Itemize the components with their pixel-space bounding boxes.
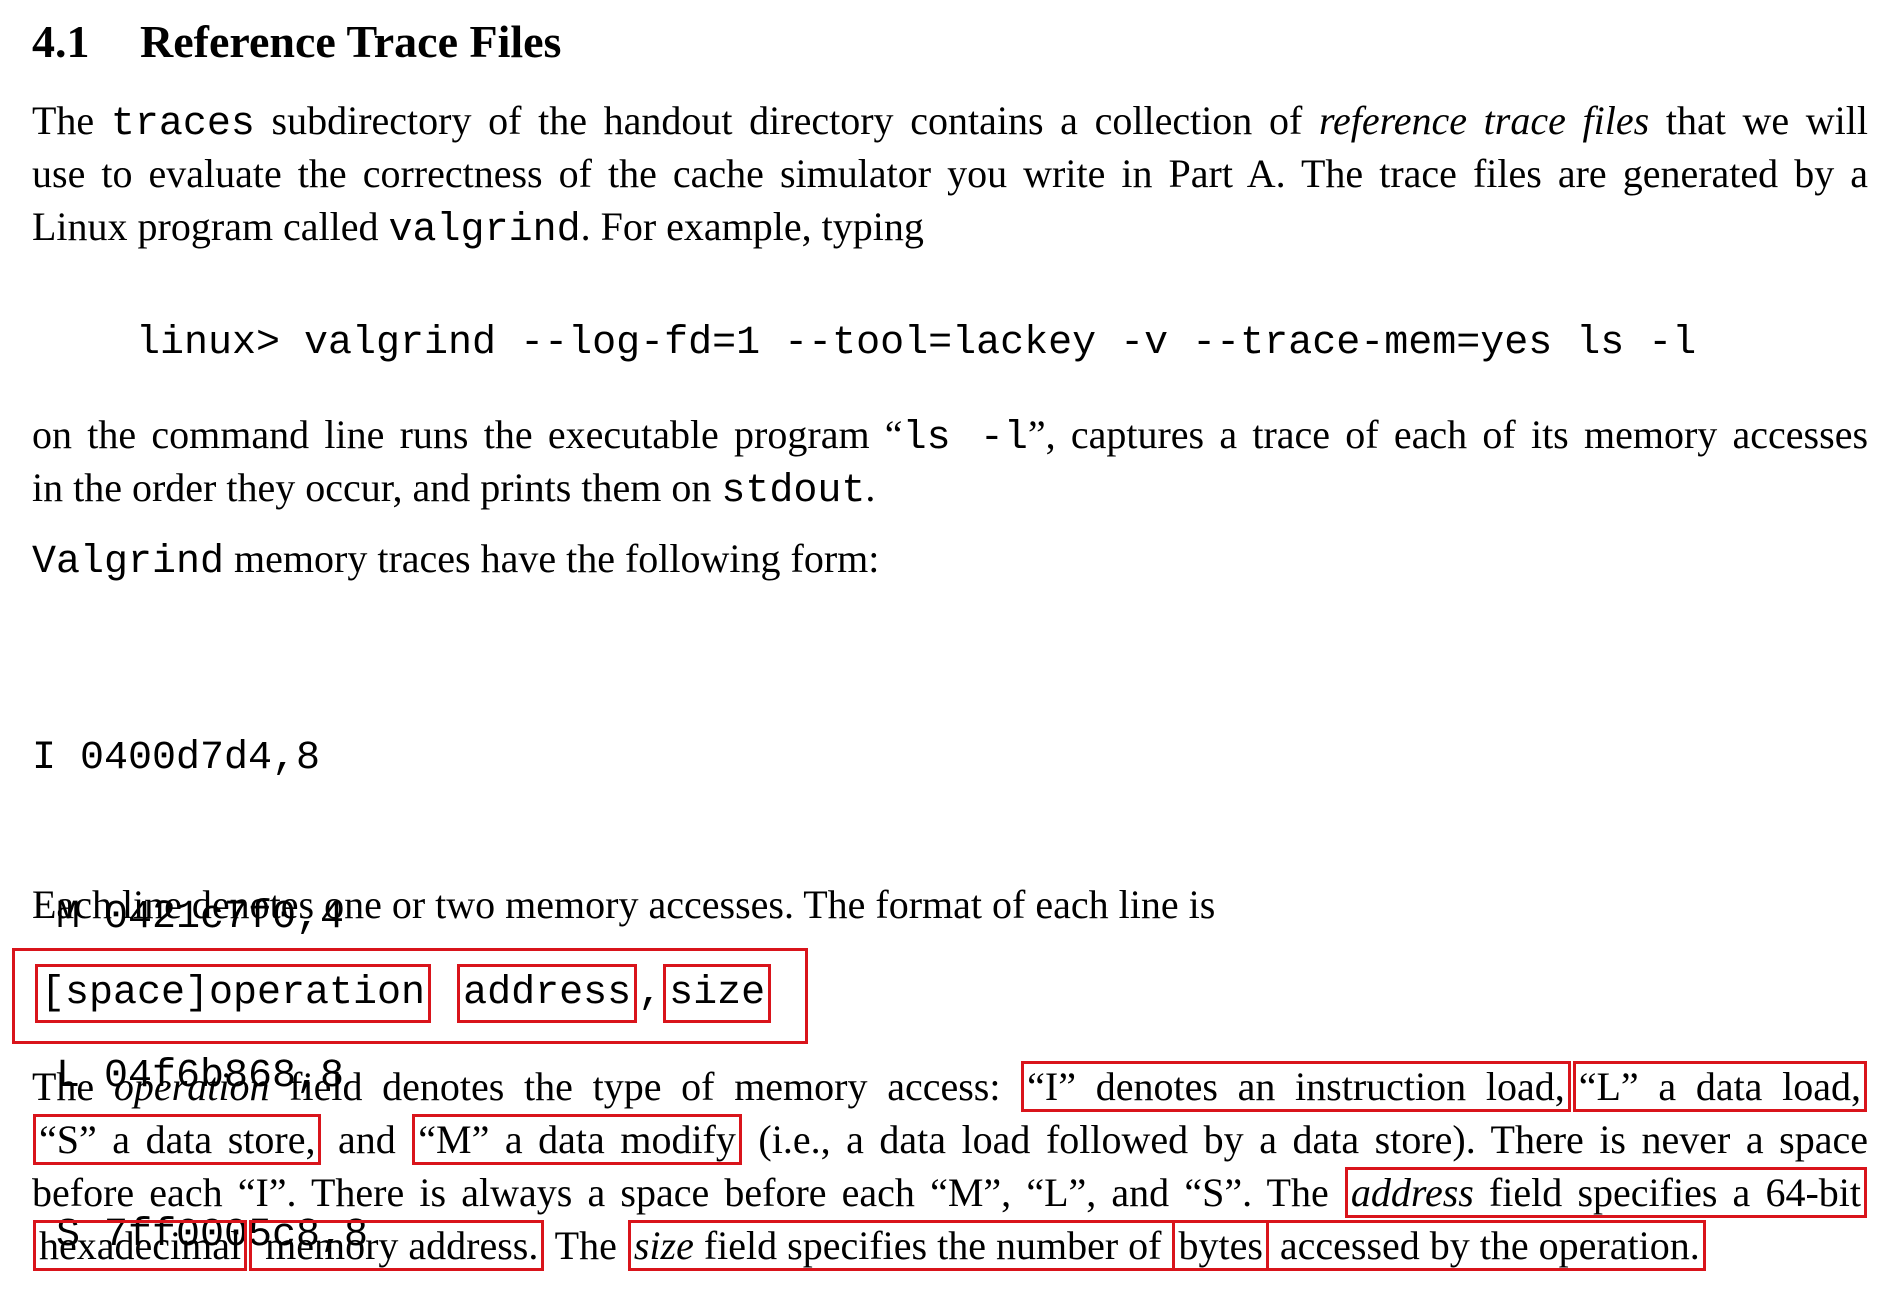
- operation-line-1: The operation field denotes the type of …: [32, 1060, 1868, 1113]
- format-outer-box: [12, 948, 808, 1044]
- trace-line: L 04f6b868,8: [32, 1054, 345, 1099]
- after-command-line-2: in the order they occur, and prints them…: [32, 465, 876, 514]
- code-valgrind-cap: Valgrind: [32, 540, 225, 585]
- emphasis-size: size: [633, 1223, 694, 1268]
- section-heading: 4.1 Reference Trace Files: [32, 14, 561, 70]
- highlight-address-field: address field specifies a 64-bit: [1344, 1167, 1867, 1218]
- trace-example: I 0400d7d4,8 M 0421c7f0,4 L 04f6b868,8 S…: [32, 626, 368, 1315]
- highlight-data-load: “L” a data load,: [1572, 1061, 1868, 1112]
- intro-line-2: use to evaluate the correctness of the c…: [32, 151, 1868, 196]
- emphasis-reference-trace-files: reference trace files: [1318, 98, 1650, 143]
- code-ls: ls -l: [902, 416, 1028, 461]
- format-line: [space]operation address, size: [34, 964, 772, 1023]
- highlight-size-field: size field specifies the number of bytes…: [627, 1220, 1706, 1271]
- highlight-data-store: “S” a data store,: [33, 1114, 322, 1165]
- format-address: address: [457, 964, 638, 1023]
- after-command-paragraph: on the command line runs the executable …: [32, 408, 1868, 514]
- trace-line: M 0421c7f0,4: [32, 895, 345, 940]
- highlight-bytes: bytes: [1172, 1220, 1269, 1271]
- highlight-hexadecimal: hexadecimal: [33, 1220, 248, 1271]
- trace-line: S 7ff0005c8,8: [32, 1213, 369, 1258]
- highlight-data-modify: “M” a data modify: [412, 1114, 742, 1165]
- operation-paragraph: The operation field denotes the type of …: [32, 1060, 1868, 1272]
- emphasis-operation: operation: [113, 1064, 270, 1109]
- format-size: size: [663, 964, 772, 1023]
- intro-line-1: The traces subdirectory of the handout d…: [32, 98, 1868, 147]
- operation-line-3: before each “I”. There is always a space…: [32, 1166, 1868, 1219]
- section-title: Reference Trace Files: [140, 16, 562, 67]
- after-command-line-1: on the command line runs the executable …: [32, 412, 1869, 461]
- operation-line-4: hexadecimal memory address. The size fie…: [32, 1219, 1868, 1272]
- code-traces: traces: [110, 102, 255, 147]
- emphasis-address: address: [1350, 1170, 1474, 1215]
- format-comma: ,: [638, 971, 663, 1016]
- intro-paragraph: The traces subdirectory of the handout d…: [32, 94, 1868, 253]
- code-stdout: stdout: [721, 469, 866, 514]
- line-description: Each line denotes one or two memory acce…: [32, 882, 1216, 927]
- intro-line-3: Linux program called valgrind. For examp…: [32, 204, 924, 253]
- command-example: linux> valgrind --log-fd=1 --tool=lackey…: [136, 321, 1697, 366]
- highlight-memory-address: memory address.: [249, 1220, 545, 1271]
- code-valgrind: valgrind: [388, 208, 581, 253]
- operation-line-2: “S” a data store, and “M” a data modify …: [32, 1113, 1868, 1166]
- section-number: 4.1: [32, 16, 90, 67]
- highlight-instruction-load: “I” denotes an instruction load,: [1021, 1061, 1571, 1112]
- trace-line: I 0400d7d4,8: [32, 736, 321, 781]
- format-operation: [space]operation: [35, 964, 432, 1023]
- form-intro: Valgrind memory traces have the followin…: [32, 536, 880, 585]
